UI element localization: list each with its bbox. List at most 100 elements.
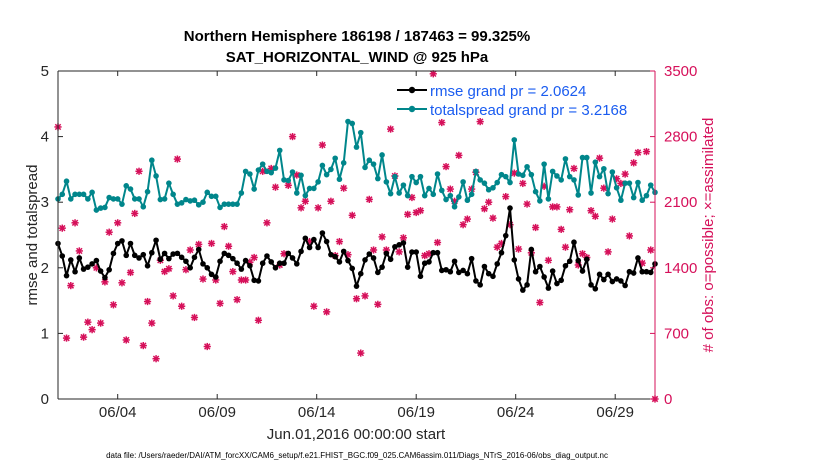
- rmse-point: [528, 246, 535, 253]
- rmse-point: [191, 254, 198, 261]
- rmse-point: [626, 268, 633, 275]
- rmse-point: [468, 255, 475, 262]
- rmse-point: [242, 257, 249, 264]
- rmse-point: [618, 278, 624, 284]
- obs-point: [79, 333, 88, 341]
- obs-point: [271, 183, 280, 191]
- totalspread-point: [311, 185, 317, 192]
- obs-point: [165, 265, 173, 273]
- rmse-point: [289, 255, 296, 261]
- rmse-point: [276, 260, 283, 267]
- rmse-point: [149, 249, 155, 256]
- totalspread-point: [485, 186, 492, 193]
- rmse-point: [511, 257, 518, 263]
- y-left-tick-label: 1: [41, 325, 49, 342]
- rmse-point: [174, 250, 181, 257]
- obs-point: [139, 341, 147, 350]
- totalspread-point: [515, 171, 522, 177]
- rmse-point: [443, 266, 449, 273]
- obs-point: [254, 316, 263, 324]
- rmse-point: [127, 240, 134, 247]
- rmse-point: [268, 259, 275, 265]
- rmse-point: [583, 256, 590, 263]
- rmse-point: [605, 271, 611, 278]
- totalspread-point: [404, 192, 411, 199]
- rmse-point: [426, 259, 432, 265]
- totalspread-point: [93, 207, 100, 213]
- rmse-point: [323, 238, 330, 245]
- totalspread-point: [558, 177, 564, 183]
- obs-point: [233, 296, 241, 304]
- totalspread-point: [362, 164, 368, 171]
- totalspread-point: [468, 191, 475, 198]
- totalspread-point: [102, 204, 108, 211]
- obs-point: [416, 207, 425, 215]
- totalspread-point: [114, 196, 121, 202]
- totalspread-point: [200, 199, 206, 205]
- obs-point: [173, 155, 181, 163]
- totalspread-point: [67, 196, 74, 202]
- obs-point: [62, 334, 71, 342]
- totalspread-point: [225, 201, 232, 207]
- y-right-tick-label: 3500: [664, 63, 697, 80]
- rmse-point: [97, 268, 104, 274]
- totalspread-point: [161, 196, 168, 202]
- obs-point: [75, 247, 83, 255]
- totalspread-point: [549, 168, 556, 175]
- totalspread-point: [366, 157, 373, 164]
- rmse-point: [404, 264, 411, 270]
- totalspread-point: [575, 192, 582, 198]
- totalspread-point: [537, 198, 543, 204]
- totalspread-point: [340, 160, 347, 166]
- obs-point: [361, 292, 369, 300]
- obs-point: [178, 302, 186, 310]
- totalspread-point: [605, 190, 611, 197]
- rmse-point: [123, 252, 130, 259]
- x-axis-label: Jun.01,2016 00:00:00 start: [267, 426, 446, 443]
- x-tick-label: 06/24: [497, 404, 535, 421]
- obs-point: [71, 219, 79, 227]
- obs-point: [365, 195, 373, 203]
- obs-point: [442, 162, 450, 171]
- rmse-point: [140, 251, 147, 258]
- rmse-point: [464, 270, 471, 277]
- totalspread-point: [85, 196, 91, 202]
- totalspread-point: [289, 169, 296, 175]
- obs-point: [557, 225, 565, 233]
- obs-point: [190, 313, 199, 322]
- rmse-point: [221, 250, 228, 257]
- totalspread-point: [443, 196, 449, 203]
- rmse-point: [153, 237, 159, 244]
- x-tick-label: 06/09: [198, 404, 236, 421]
- obs-point: [378, 233, 386, 241]
- x-tick-label: 06/14: [298, 404, 336, 421]
- obs-point: [169, 292, 177, 300]
- obs-point: [161, 267, 169, 276]
- obs-point: [502, 192, 510, 201]
- rmse-point: [571, 239, 577, 246]
- totalspread-point: [438, 187, 445, 194]
- totalspread-point: [89, 189, 95, 196]
- y-axis-right-ticks: 0 700 1400 2100 2800 3500: [650, 63, 697, 408]
- totalspread-point: [302, 192, 309, 199]
- totalspread-point: [613, 184, 620, 191]
- obs-point: [327, 197, 335, 205]
- obs-point: [374, 300, 382, 308]
- obs-point: [114, 219, 122, 227]
- rmse-point: [370, 255, 377, 261]
- totalspread-point: [131, 196, 138, 202]
- totalspread-point: [127, 186, 134, 192]
- rmse-point: [281, 260, 287, 267]
- obs-point: [642, 147, 651, 156]
- obs-point: [97, 319, 105, 327]
- rmse-point: [622, 282, 628, 289]
- obs-point: [229, 267, 237, 276]
- totalspread-point: [281, 177, 287, 183]
- totalspread-point: [566, 173, 573, 180]
- rmse-point: [234, 260, 240, 267]
- rmse-point: [537, 263, 543, 270]
- obs-point: [459, 221, 467, 229]
- rmse-point: [204, 265, 211, 271]
- rmse-point: [438, 267, 445, 274]
- obs-point: [131, 209, 139, 218]
